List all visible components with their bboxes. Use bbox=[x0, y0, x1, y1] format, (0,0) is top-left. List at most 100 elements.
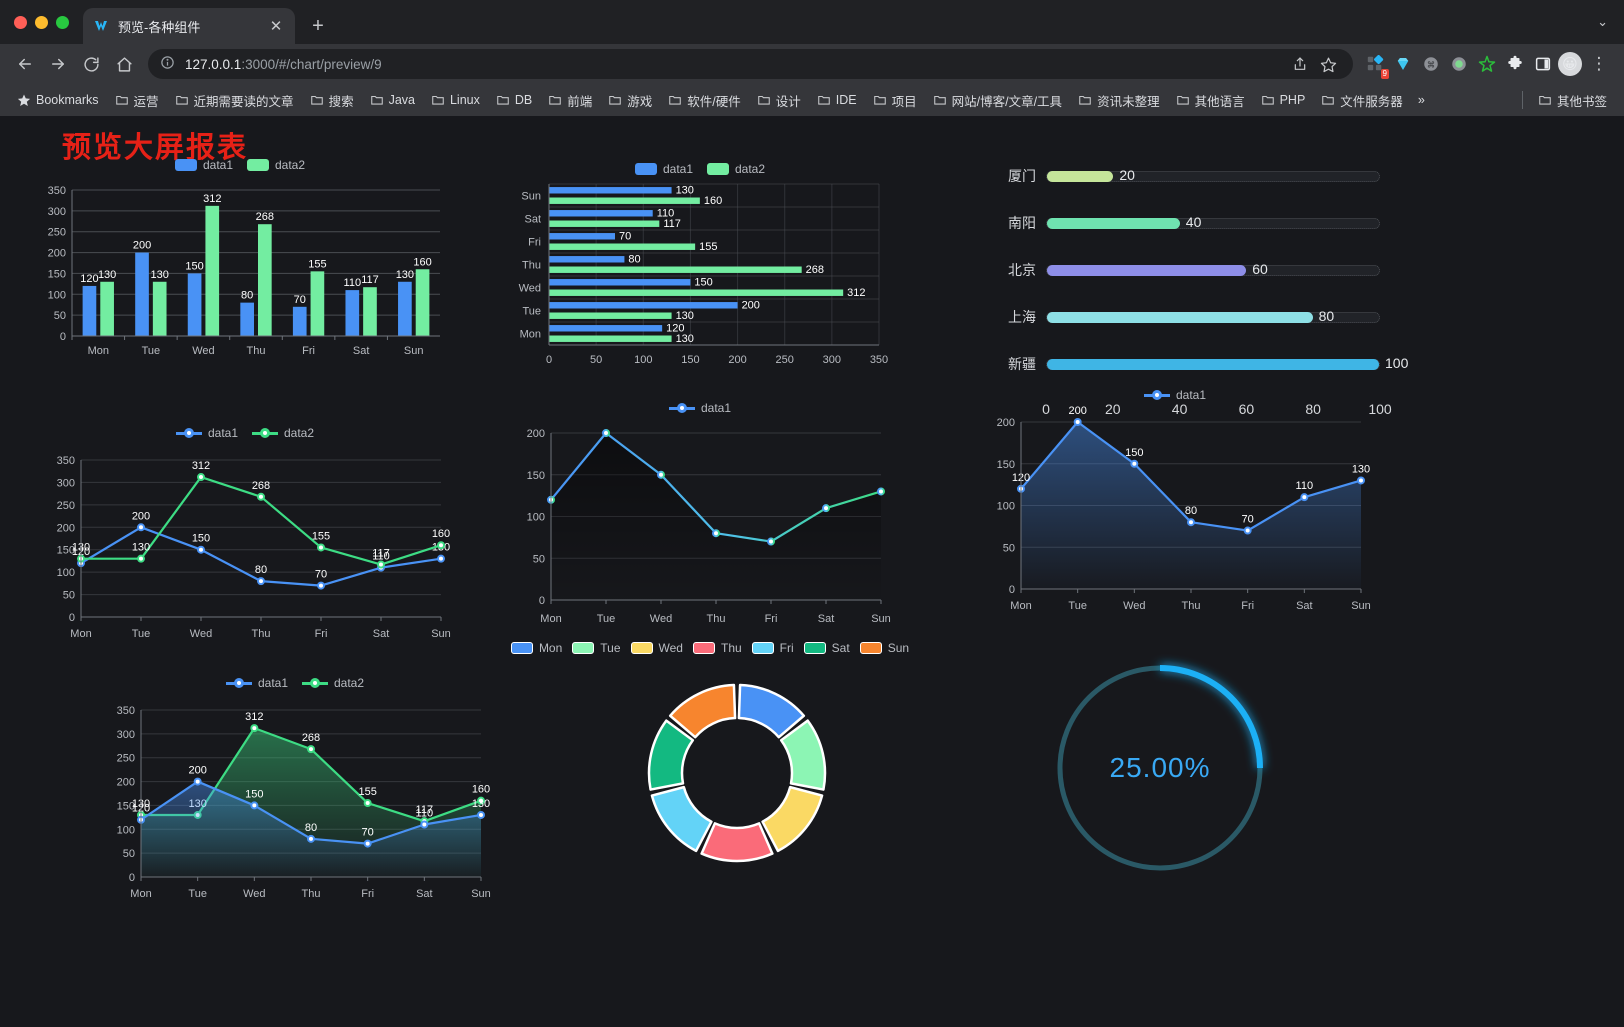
bookmark-label: 软件/硬件 bbox=[687, 94, 741, 109]
svg-text:150: 150 bbox=[997, 459, 1015, 471]
legend-item-tue[interactable]: Tue bbox=[572, 641, 621, 655]
bookmark-label: 搜索 bbox=[328, 94, 354, 109]
profile-avatar[interactable]: 😀 bbox=[1558, 52, 1582, 76]
legend-item-sat[interactable]: Sat bbox=[803, 641, 850, 655]
forward-button[interactable] bbox=[43, 49, 73, 79]
legend-item-data1[interactable]: data1 bbox=[174, 158, 233, 172]
legend-item-data2[interactable]: data2 bbox=[247, 158, 305, 172]
svg-text:70: 70 bbox=[1242, 514, 1254, 526]
home-button[interactable] bbox=[109, 49, 139, 79]
legend-label: Tue bbox=[600, 641, 621, 655]
svg-text:155: 155 bbox=[312, 530, 330, 542]
svg-text:117: 117 bbox=[361, 274, 379, 286]
legend-item-mon[interactable]: Mon bbox=[510, 641, 562, 655]
reload-button[interactable] bbox=[76, 49, 106, 79]
maximize-window-button[interactable] bbox=[56, 15, 69, 29]
stacked-area-plot: 0 50 100 150 200 250 300 350 Mon Tue Wed Thu Fri Sat S… bbox=[117, 705, 491, 900]
bookmarks-overflow-button[interactable]: » bbox=[1417, 93, 1425, 107]
toolbar-extensions: 9 ⌘ 😀 ⋮ bbox=[1362, 49, 1614, 79]
bookmark-folder[interactable]: Linux bbox=[424, 89, 487, 111]
bookmark-label: 文件服务器 bbox=[1340, 94, 1403, 109]
bookmark-folder[interactable]: 近期需要读的文章 bbox=[168, 87, 301, 114]
minimize-window-button[interactable] bbox=[35, 15, 48, 29]
sidepanel-icon[interactable] bbox=[1530, 51, 1556, 77]
bookmark-star-icon[interactable] bbox=[1315, 51, 1341, 77]
bookmark-folder[interactable]: 项目 bbox=[866, 87, 924, 114]
svg-text:200: 200 bbox=[527, 428, 545, 440]
command-icon[interactable]: ⌘ bbox=[1418, 51, 1444, 77]
bookmark-folder[interactable]: 运营 bbox=[108, 87, 166, 114]
chart-legend: data1 data2 bbox=[95, 676, 495, 690]
svg-text:160: 160 bbox=[432, 528, 450, 540]
svg-text:268: 268 bbox=[302, 732, 320, 744]
green-circle-icon[interactable] bbox=[1446, 51, 1472, 77]
legend-marker bbox=[175, 426, 202, 440]
legend-item-data1[interactable]: data1 bbox=[1143, 388, 1206, 402]
svg-text:117: 117 bbox=[663, 218, 681, 230]
legend-marker bbox=[225, 676, 252, 690]
bookmark-folder[interactable]: 搜索 bbox=[303, 87, 361, 114]
bookmark-folder[interactable]: 其他语言 bbox=[1169, 87, 1252, 114]
bookmark-other[interactable]: 其他书签 bbox=[1531, 87, 1614, 114]
bookmark-folder[interactable]: Java bbox=[363, 89, 422, 111]
progress-row: 上海 80 bbox=[1000, 307, 1380, 327]
legend-item-wed[interactable]: Wed bbox=[630, 641, 683, 655]
progress-track[interactable]: 60 bbox=[1046, 261, 1380, 277]
bookmark-folder[interactable]: 网站/博客/文章/工具 bbox=[926, 87, 1069, 114]
svg-text:350: 350 bbox=[57, 455, 75, 467]
svg-text:100: 100 bbox=[48, 289, 66, 301]
new-tab-button[interactable]: + bbox=[312, 14, 324, 37]
progress-track[interactable]: 100 bbox=[1046, 355, 1408, 371]
folder-icon bbox=[608, 93, 622, 107]
legend-item-thu[interactable]: Thu bbox=[692, 641, 742, 655]
bookmark-folder[interactable]: PHP bbox=[1254, 89, 1313, 111]
legend-item-sun[interactable]: Sun bbox=[859, 641, 909, 655]
bookmark-folder[interactable]: DB bbox=[489, 89, 539, 111]
legend-item-fri[interactable]: Fri bbox=[751, 641, 794, 655]
bookmark-folder[interactable]: 设计 bbox=[750, 87, 808, 114]
bookmark-folder[interactable]: 软件/硬件 bbox=[661, 87, 747, 114]
svg-text:120: 120 bbox=[80, 273, 98, 285]
svg-text:Sun: Sun bbox=[431, 628, 451, 640]
bookmark-folder[interactable]: 前端 bbox=[541, 87, 599, 114]
svg-text:Wed: Wed bbox=[190, 628, 212, 640]
site-info-icon[interactable] bbox=[160, 55, 175, 73]
svg-text:Wed: Wed bbox=[1123, 600, 1145, 612]
back-button[interactable] bbox=[10, 49, 40, 79]
legend-item-data1[interactable]: data1 bbox=[225, 676, 288, 690]
legend-item-data1[interactable]: data1 bbox=[634, 162, 693, 176]
chart-legend: data1 bbox=[975, 388, 1375, 402]
progress-track[interactable]: 80 bbox=[1046, 308, 1380, 324]
svg-text:130: 130 bbox=[676, 185, 694, 197]
bookmark-folder[interactable]: IDE bbox=[810, 89, 864, 111]
legend-swatch bbox=[572, 642, 595, 654]
bookmark-folder[interactable]: 游戏 bbox=[601, 87, 659, 114]
page-title: 预览大屏报表 bbox=[62, 130, 249, 164]
legend-item-data2[interactable]: data2 bbox=[707, 162, 765, 176]
puzzle-icon[interactable] bbox=[1502, 51, 1528, 77]
bookmark-folder[interactable]: 资讯未整理 bbox=[1071, 87, 1167, 114]
share-icon[interactable] bbox=[1287, 51, 1313, 77]
progress-track[interactable]: 20 bbox=[1046, 167, 1380, 183]
close-tab-button[interactable]: ✕ bbox=[269, 18, 283, 35]
browser-tab[interactable]: 预览-各种组件 ✕ bbox=[83, 8, 295, 44]
progress-track[interactable]: 40 bbox=[1046, 214, 1380, 230]
close-window-button[interactable] bbox=[14, 15, 27, 29]
tab-search-chevron-down-icon[interactable]: ⌄ bbox=[1597, 14, 1608, 29]
green-star-icon[interactable] bbox=[1474, 51, 1500, 77]
browser-menu-button[interactable]: ⋮ bbox=[1590, 54, 1608, 73]
diamond-icon[interactable] bbox=[1390, 51, 1416, 77]
folder-icon bbox=[757, 93, 771, 107]
legend-item-data1[interactable]: data1 bbox=[668, 401, 731, 415]
extension-grid-icon[interactable]: 9 bbox=[1362, 51, 1389, 79]
bookmark-folder[interactable]: 文件服务器 bbox=[1314, 87, 1410, 114]
address-bar[interactable]: 127.0.0.1:3000/#/chart/preview/9 bbox=[148, 49, 1353, 79]
legend-item-data2[interactable]: data2 bbox=[302, 676, 364, 690]
legend-label: data1 bbox=[662, 162, 693, 176]
window-controls[interactable] bbox=[14, 0, 83, 44]
bookmark-bookmarks[interactable]: Bookmarks bbox=[10, 89, 106, 111]
donut-chart: Mon Tue Wed Thu Fri Sat Sun bbox=[490, 641, 930, 931]
legend-item-data2[interactable]: data2 bbox=[252, 426, 314, 440]
legend-item-data1[interactable]: data1 bbox=[175, 426, 238, 440]
